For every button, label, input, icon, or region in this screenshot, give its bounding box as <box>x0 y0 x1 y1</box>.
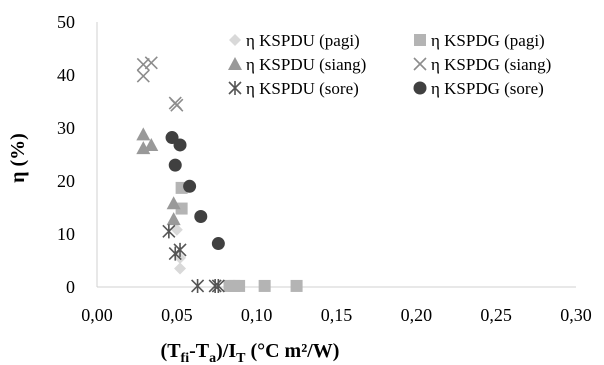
data-point <box>168 158 182 172</box>
data-point <box>258 279 271 292</box>
data-point <box>191 278 205 293</box>
y-tick-label: 30 <box>57 118 75 138</box>
series-6 <box>165 131 225 251</box>
y-tick-label: 20 <box>57 171 75 191</box>
x-tick-label: 0,00 <box>81 305 113 325</box>
y-axis-title: η (%) <box>7 133 29 183</box>
data-point <box>162 224 176 239</box>
x-tick-label: 0,05 <box>161 305 193 325</box>
legend-item: η KSPDU (pagi) <box>229 31 360 50</box>
data-point <box>144 56 158 70</box>
legend-item: η KSPDU (siang) <box>228 55 366 74</box>
x-tick-label: 0,30 <box>560 305 592 325</box>
y-tick-label: 50 <box>57 12 75 32</box>
legend-item: η KSPDG (siang) <box>413 55 551 74</box>
legend-label: η KSPDG (sore) <box>431 79 544 98</box>
series-3 <box>136 127 181 226</box>
x-axis-title: (Tfi-Ta)/IT (°C m²/W) <box>161 340 340 365</box>
plot-area <box>96 22 576 288</box>
data-point <box>136 127 151 141</box>
legend-label: η KSPDG (pagi) <box>431 31 545 50</box>
x-axis-title-subscript: fi <box>181 351 190 365</box>
x-axis-title-part: (T <box>161 340 182 362</box>
data-point <box>174 262 187 275</box>
legend-label: η KSPDG (siang) <box>431 55 551 74</box>
x-axis-title-subscript: T <box>236 351 246 365</box>
x-tick-label: 0,15 <box>321 305 353 325</box>
data-point <box>136 69 150 83</box>
data-point <box>173 242 187 257</box>
data-point <box>170 223 183 236</box>
legend-marker <box>228 81 242 95</box>
legend-marker <box>413 81 427 95</box>
data-point <box>183 179 197 193</box>
series-2 <box>175 181 303 292</box>
data-point <box>233 279 246 292</box>
x-axis-title-part: -T <box>189 340 210 362</box>
legend-marker <box>414 34 426 46</box>
data-point <box>166 196 181 210</box>
legend-marker <box>228 57 242 70</box>
x-tick-label: 0,20 <box>401 305 433 325</box>
legend-label: η KSPDU (siang) <box>246 55 366 74</box>
legend-item: η KSPDG (pagi) <box>414 31 545 50</box>
data-point <box>208 278 222 293</box>
data-point <box>144 137 159 151</box>
y-axis-ticks: 0 10 20 30 40 50 <box>57 12 75 297</box>
legend-marker <box>413 57 427 71</box>
series-5 <box>162 224 225 293</box>
y-tick-label: 10 <box>57 224 75 244</box>
data-series <box>136 56 303 293</box>
data-point <box>170 98 184 112</box>
x-axis-title-part: (°C m²/W) <box>245 340 339 362</box>
legend-label: η KSPDU (pagi) <box>246 31 360 50</box>
data-point <box>173 138 187 152</box>
legend: η KSPDU (pagi) η KSPDG (pagi) η KSPDU (sia… <box>228 31 551 98</box>
x-axis-title-subscript: a <box>209 351 216 365</box>
legend-marker <box>229 34 241 46</box>
data-point <box>136 57 150 71</box>
data-point <box>211 237 225 251</box>
legend-item: η KSPDU (sore) <box>228 79 359 98</box>
y-tick-label: 40 <box>57 65 75 85</box>
data-point <box>194 210 208 224</box>
x-axis-title-part: )/I <box>216 340 236 362</box>
x-axis-ticks: 0,00 0,05 0,10 0,15 0,20 0,25 0,30 <box>81 305 592 325</box>
series-4 <box>136 56 184 112</box>
y-tick-label: 0 <box>66 277 75 297</box>
x-tick-label: 0,10 <box>241 305 273 325</box>
data-point <box>290 279 303 292</box>
data-point <box>211 278 225 293</box>
legend-label: η KSPDU (sore) <box>246 79 359 98</box>
data-point <box>166 212 181 226</box>
x-tick-label: 0,25 <box>480 305 512 325</box>
legend-item: η KSPDG (sore) <box>413 79 544 98</box>
